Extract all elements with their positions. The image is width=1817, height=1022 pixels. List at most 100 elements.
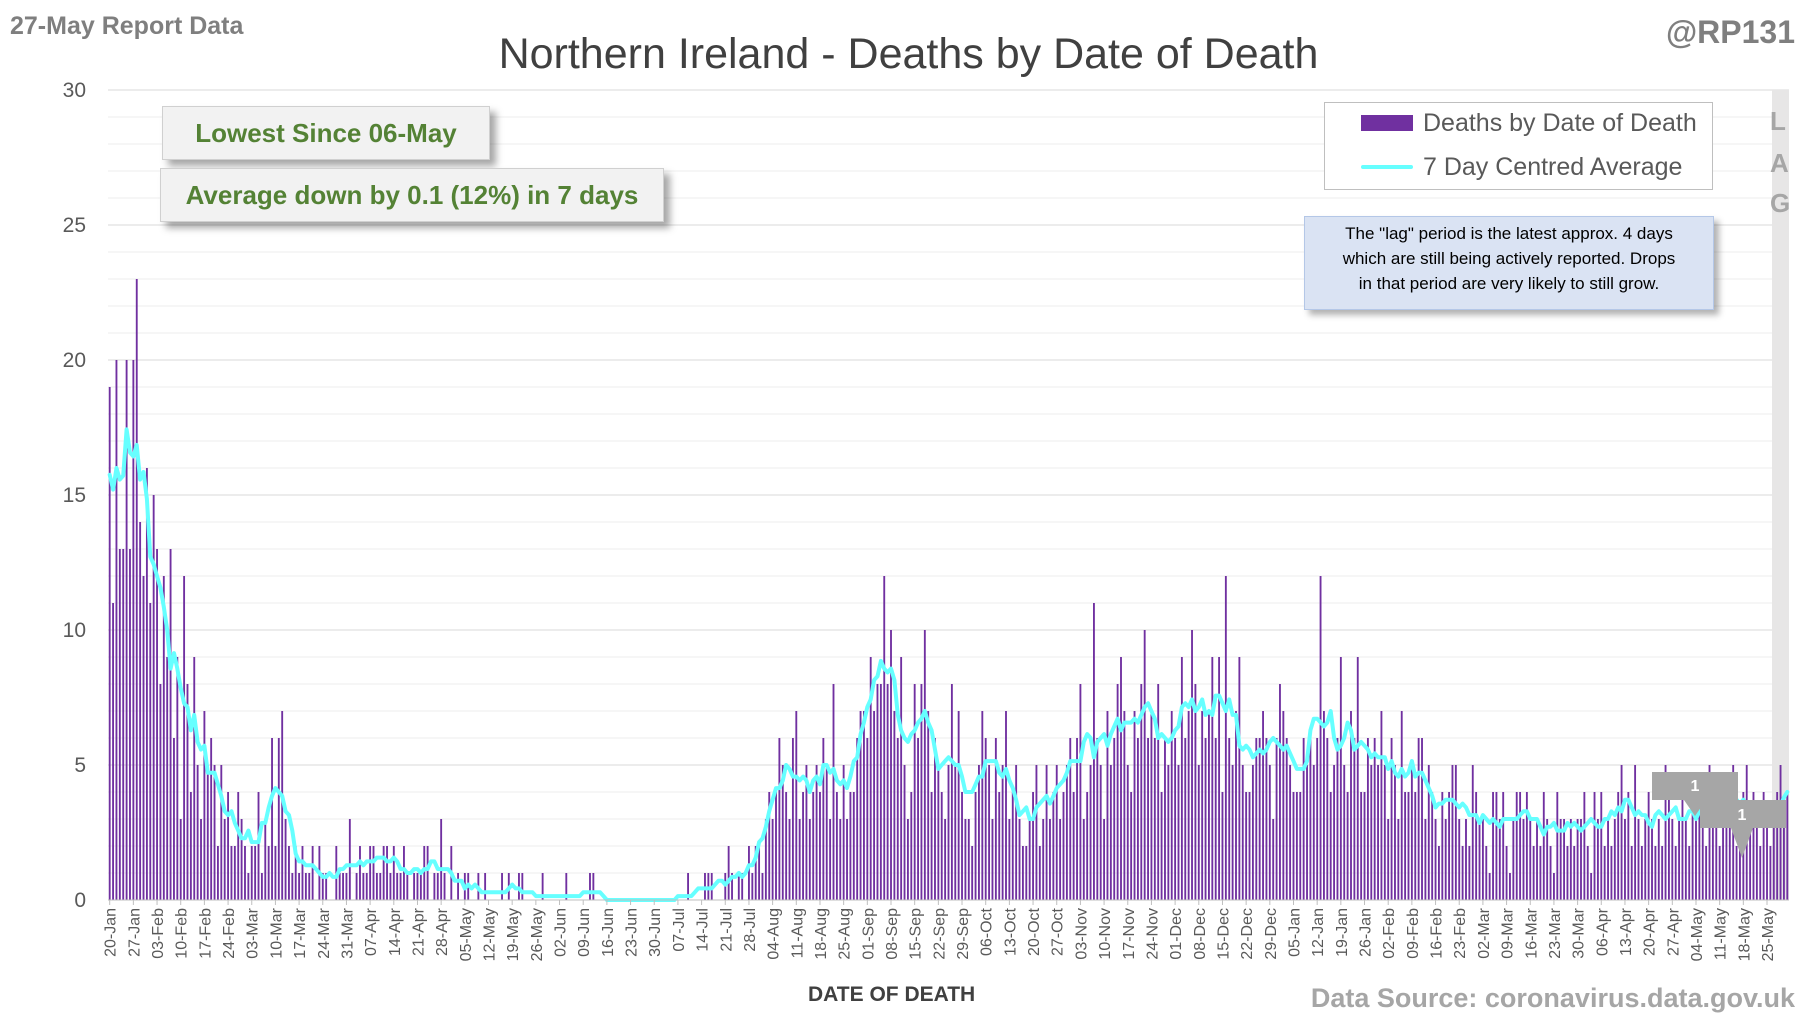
bar — [132, 360, 135, 900]
bar — [1546, 819, 1549, 900]
bar — [1316, 738, 1319, 900]
bar — [1353, 738, 1356, 900]
bar — [1586, 846, 1589, 900]
bar — [1749, 819, 1752, 900]
lag-note: The "lag" period is the latest approx. 4… — [1304, 216, 1714, 310]
x-tick-label: 03-Nov — [1073, 908, 1090, 960]
bar — [991, 819, 994, 900]
bar — [1454, 765, 1457, 900]
bar — [118, 549, 121, 900]
bar — [274, 846, 277, 900]
bar — [1417, 738, 1420, 900]
lag-note-line-1: The "lag" period is the latest approx. 4… — [1345, 224, 1673, 243]
bar — [859, 711, 862, 900]
bar — [1549, 846, 1552, 900]
bar — [1258, 738, 1261, 900]
bar — [244, 846, 246, 900]
bar — [778, 738, 781, 900]
bar — [1610, 846, 1613, 900]
bar — [1366, 738, 1369, 900]
x-tick-label: 03-Feb — [150, 908, 167, 959]
bar — [1011, 792, 1014, 900]
x-tick-label: 21-Apr — [410, 907, 427, 956]
x-tick-label: 23-Mar — [1547, 907, 1564, 958]
legend-bar-swatch — [1361, 115, 1413, 131]
x-tick-label: 04-Aug — [766, 908, 783, 960]
bar — [1739, 819, 1741, 900]
bar — [1583, 792, 1586, 900]
bar — [386, 846, 388, 900]
bar — [808, 819, 811, 900]
bar — [1262, 711, 1264, 900]
bar — [1312, 765, 1315, 900]
bar — [484, 873, 487, 900]
bar — [1752, 792, 1755, 900]
bar — [1563, 819, 1566, 900]
bar — [758, 846, 761, 900]
bar-series — [108, 279, 1789, 900]
bar — [362, 873, 365, 900]
bar — [1596, 819, 1599, 900]
bar — [1478, 819, 1481, 900]
bar — [1350, 711, 1352, 900]
bar — [210, 738, 213, 900]
bar — [159, 684, 162, 900]
bar — [1627, 792, 1630, 900]
x-tick-label: 28-Apr — [434, 907, 451, 956]
bar — [355, 873, 358, 900]
bar — [1248, 792, 1251, 900]
bar — [1451, 765, 1454, 900]
bar — [1292, 792, 1295, 900]
lag-note-line-2: which are still being actively reported.… — [1342, 249, 1676, 268]
bar — [1542, 792, 1545, 900]
bar — [764, 819, 767, 900]
bar — [1600, 792, 1603, 900]
bar — [940, 792, 943, 900]
bar — [961, 792, 963, 900]
bar — [1201, 711, 1204, 900]
bar — [112, 603, 115, 900]
bar — [1640, 846, 1643, 900]
x-tick-label: 08-Sep — [884, 908, 901, 960]
bar — [308, 873, 311, 900]
bar — [1306, 765, 1308, 900]
bar — [1177, 765, 1180, 900]
bar — [196, 765, 199, 900]
bar — [1218, 657, 1221, 900]
lag-letter-a: A — [1770, 148, 1789, 178]
x-tick-label: 04-May — [1689, 908, 1706, 961]
bar — [1718, 846, 1721, 900]
bar — [135, 279, 138, 900]
average-line — [107, 427, 1790, 902]
bar — [1728, 819, 1731, 900]
x-tick-label: 20-Oct — [1026, 907, 1043, 956]
bar — [1590, 873, 1593, 900]
bar — [910, 792, 913, 900]
bar — [389, 873, 392, 900]
y-axis-ticks: 0 5 10 15 20 25 30 — [63, 79, 86, 912]
bar — [257, 792, 260, 900]
bar — [288, 846, 290, 900]
bar — [1661, 846, 1664, 900]
bar — [1495, 792, 1498, 900]
x-tick-label: 08-Dec — [1192, 908, 1209, 960]
bar — [1295, 792, 1298, 900]
bar — [1485, 846, 1488, 900]
bar — [1241, 765, 1244, 900]
bar — [413, 873, 416, 900]
bar — [1052, 792, 1055, 900]
bar — [893, 711, 896, 900]
bar — [193, 657, 196, 900]
legend-bars-label: Deaths by Date of Death — [1423, 108, 1697, 137]
bar — [1197, 765, 1200, 900]
bar — [301, 846, 304, 900]
bar — [1779, 765, 1782, 900]
bar — [1035, 765, 1038, 900]
bar — [1772, 819, 1775, 900]
bar — [771, 819, 774, 900]
bar — [1194, 684, 1197, 900]
bar — [988, 765, 991, 900]
data-source: Data Source: coronavirus.data.gov.uk — [1310, 983, 1795, 1013]
x-tick-label: 12-May — [482, 908, 499, 961]
bar — [426, 846, 429, 900]
